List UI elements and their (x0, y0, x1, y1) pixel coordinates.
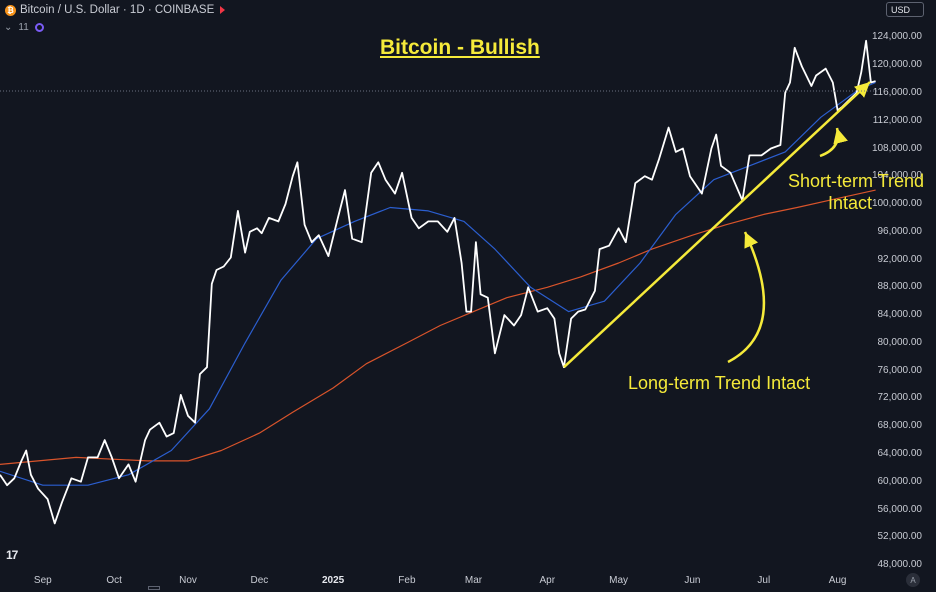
short-term-line1: Short-term Trend (788, 171, 925, 191)
long-term-annotation: Long-term Trend Intact (628, 373, 811, 393)
x-tick-label: Jul (757, 575, 771, 586)
y-tick-label: 64,000.00 (877, 448, 923, 459)
x-tick-label: Oct (106, 575, 122, 586)
price-line (0, 39, 876, 525)
bitcoin-icon: ₿ (5, 4, 16, 16)
y-tick-label: 48,000.00 (877, 559, 923, 571)
y-tick-label: 60,000.00 (877, 475, 923, 487)
trendline[interactable] (563, 81, 871, 369)
x-tick-label: Mar (464, 575, 483, 586)
x-tick-label: Feb (398, 575, 416, 586)
short-term-annotation: Short-term Trend Intact (788, 170, 924, 214)
tradingview-logo[interactable]: 17 (6, 548, 18, 562)
indicator-count[interactable]: 11 (18, 21, 29, 33)
indicators-row: ⌄ 11 (4, 20, 44, 34)
currency-selector[interactable]: USD (886, 2, 924, 17)
y-tick-label: 72,000.00 (877, 392, 923, 404)
y-tick-label: 120,000.00 (871, 59, 922, 71)
chevron-down-icon[interactable]: ⌄ (4, 21, 13, 33)
y-tick-label: 52,000.00 (877, 531, 923, 543)
x-tick-label: Sep (33, 575, 52, 586)
x-tick-label: Apr (539, 575, 556, 586)
symbol-title[interactable]: Bitcoin / U.S. Dollar · 1D · COINBASE (20, 4, 215, 16)
short-term-arrow (819, 127, 848, 158)
flag-icon[interactable] (214, 6, 226, 14)
indicator-icon[interactable] (34, 22, 44, 32)
auto-scale-button[interactable]: A (906, 573, 920, 587)
y-tick-label: 100,000.00 (871, 198, 922, 209)
ma-200-line (0, 189, 876, 465)
long-term-arrow (727, 231, 766, 364)
y-tick-label: 92,000.00 (877, 253, 923, 265)
scroll-handle[interactable] (148, 586, 160, 590)
x-tick-label: 2025 (321, 575, 345, 586)
x-tick-label: Aug (828, 575, 847, 586)
y-tick-label: 116,000.00 (872, 86, 922, 98)
y-tick-label: 88,000.00 (877, 281, 923, 293)
x-tick-label: Dec (250, 575, 269, 586)
chart-header: ₿ Bitcoin / U.S. Dollar · 1D · COINBASE (0, 0, 226, 20)
y-tick-label: 104,000.00 (871, 170, 922, 182)
y-tick-label: 56,000.00 (877, 503, 923, 515)
y-tick-label: 76,000.00 (877, 364, 923, 376)
x-tick-label: Nov (179, 575, 197, 586)
y-tick-label: 68,000.00 (877, 420, 923, 432)
x-tick-label: Jun (684, 575, 701, 586)
y-tick-label: 108,000.00 (871, 142, 922, 154)
chart-title: Bitcoin - Bullish (380, 36, 540, 59)
y-tick-label: 112,000.00 (872, 114, 922, 126)
ma-50-line (0, 81, 876, 486)
y-tick-label: 124,000.00 (871, 31, 922, 43)
short-term-line2: Intact (828, 193, 873, 213)
y-tick-label: 84,000.00 (877, 309, 923, 321)
y-tick-label: 80,000.00 (877, 336, 923, 348)
x-tick-label: May (609, 575, 629, 586)
y-tick-label: 96,000.00 (877, 225, 923, 237)
